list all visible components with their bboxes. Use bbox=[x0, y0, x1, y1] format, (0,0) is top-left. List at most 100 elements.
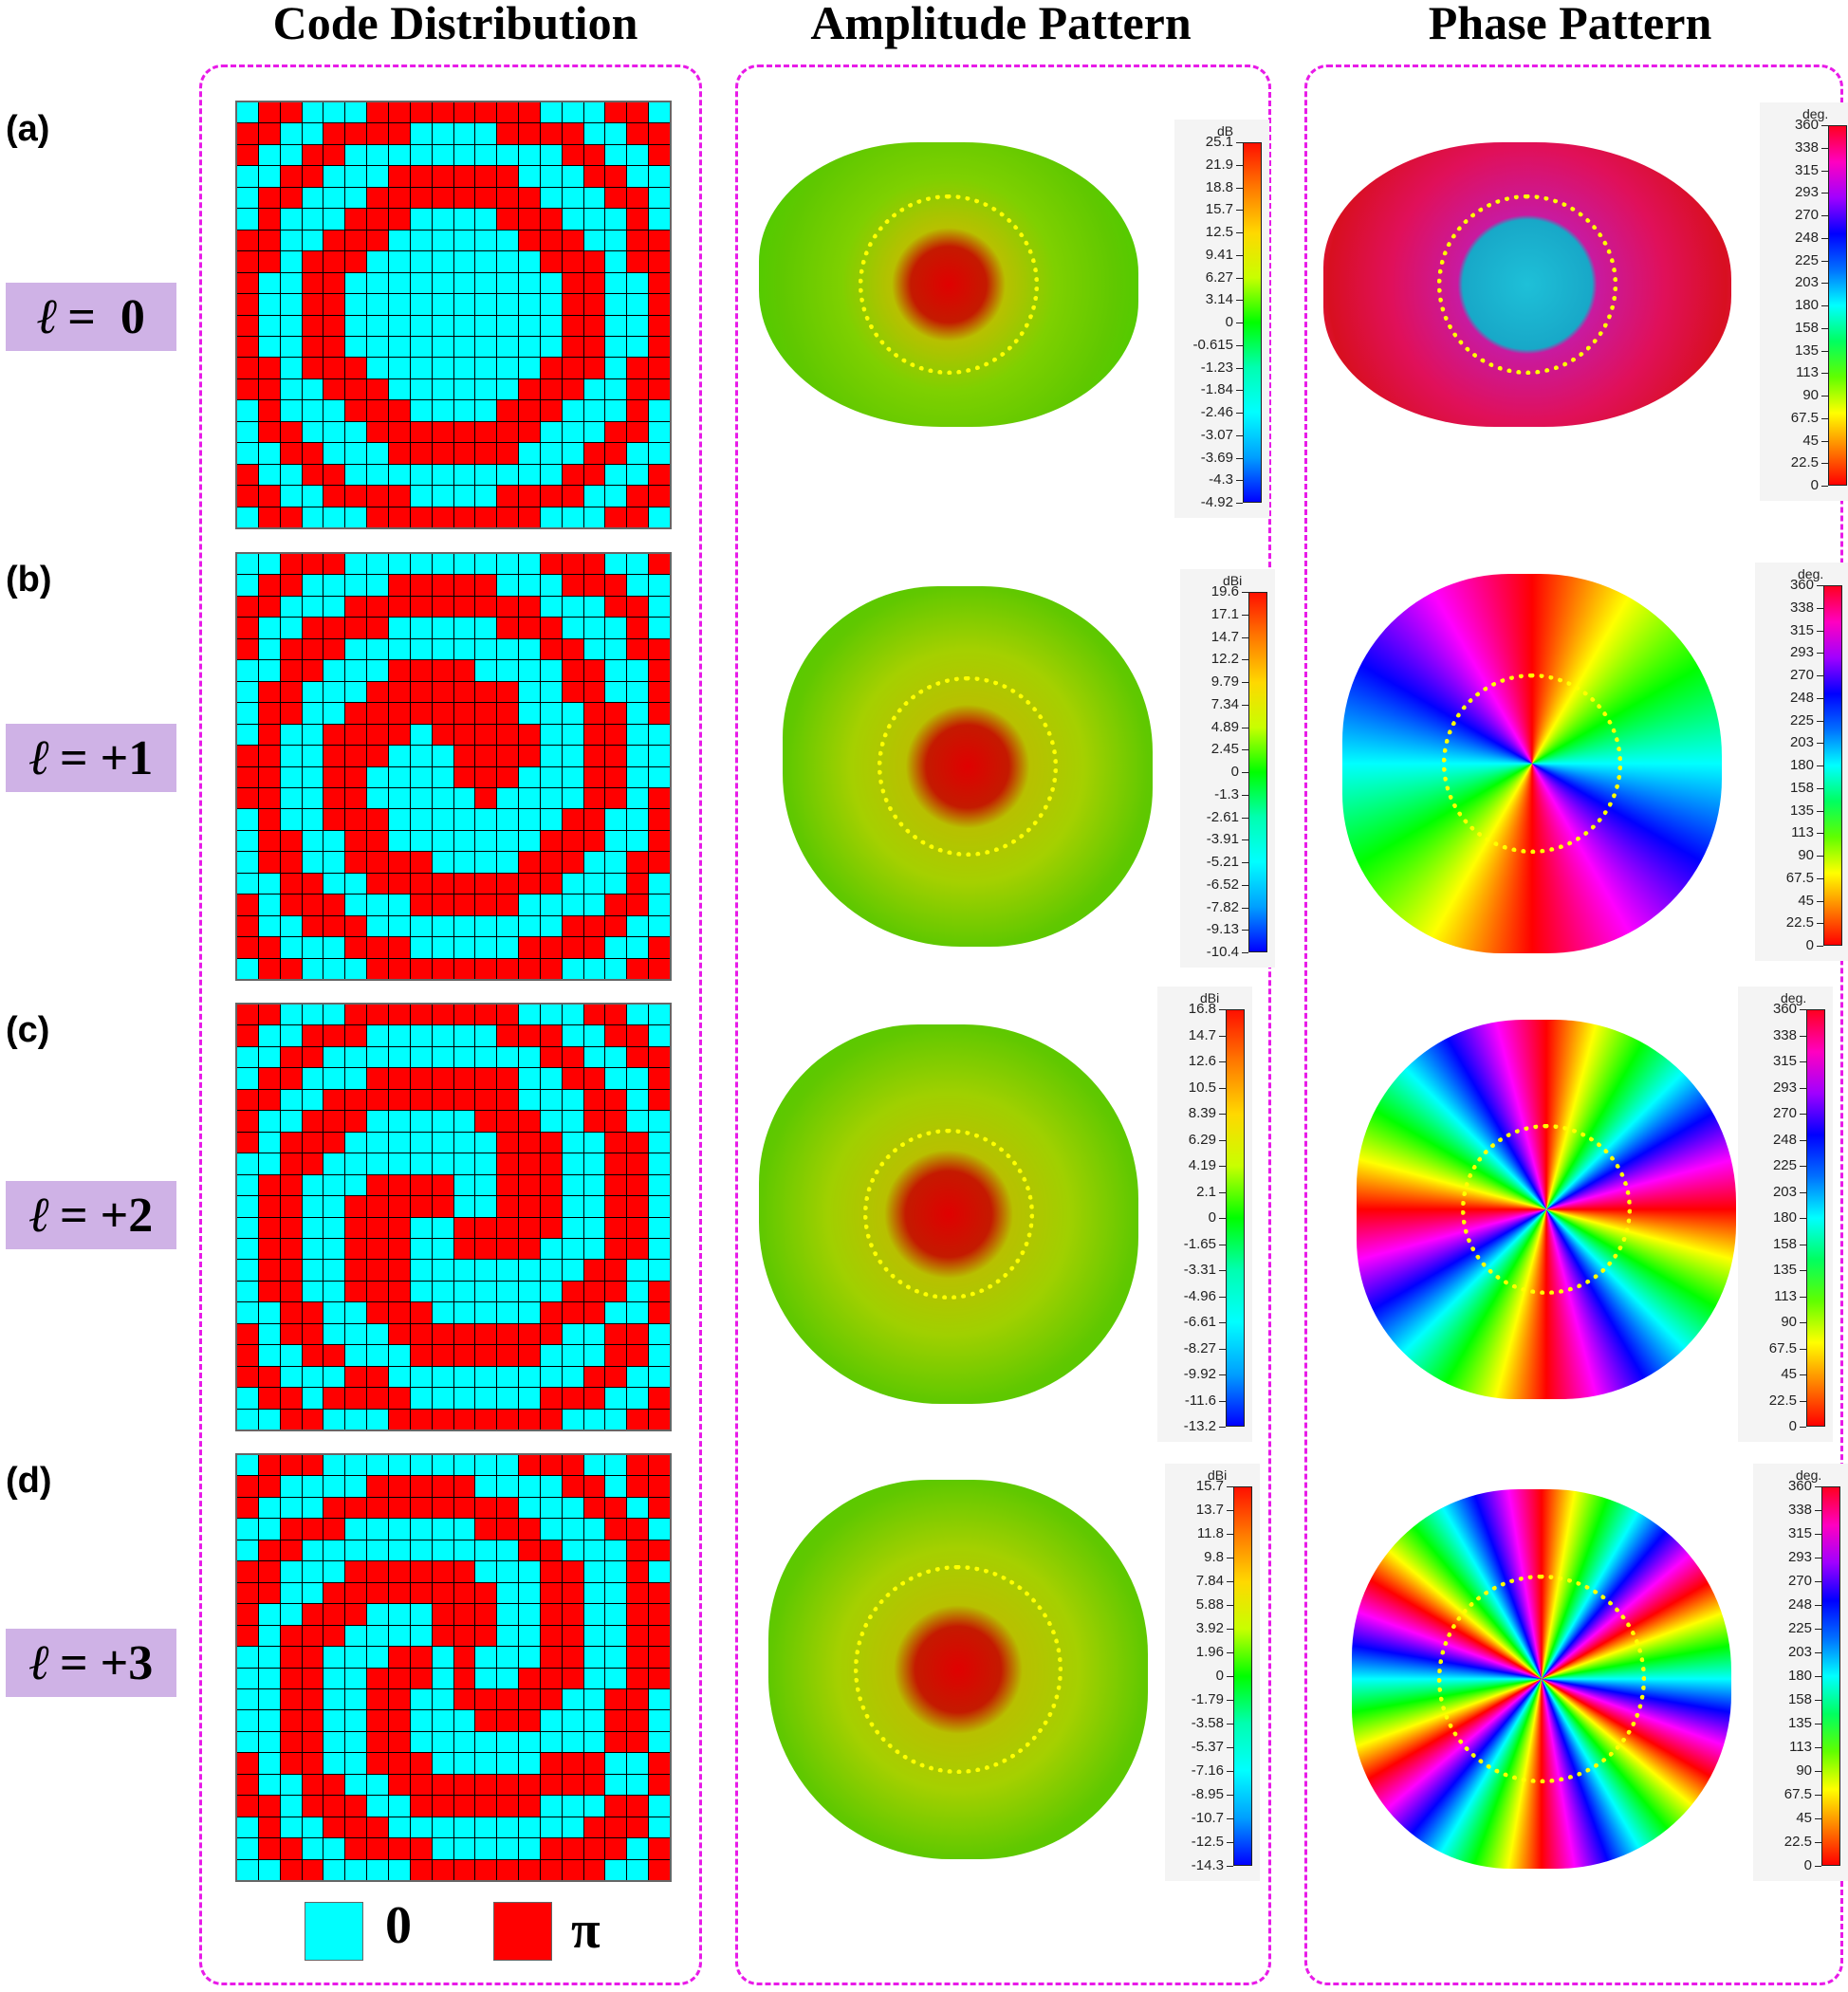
cell-pi bbox=[627, 1345, 649, 1366]
cell-pi bbox=[302, 272, 323, 294]
cell-pi bbox=[345, 787, 367, 809]
colorbar-tick-mark bbox=[1236, 434, 1243, 436]
cell-pi bbox=[497, 703, 519, 724]
cell-pi bbox=[627, 1604, 649, 1625]
colorbar-tick-label: 2.1 bbox=[1196, 1183, 1216, 1200]
cell-zero bbox=[345, 294, 367, 315]
cell-zero bbox=[497, 1731, 519, 1753]
cell-pi bbox=[280, 1281, 302, 1302]
cell-pi bbox=[258, 230, 280, 251]
cell-zero bbox=[605, 1302, 627, 1323]
cell-pi bbox=[388, 1260, 410, 1281]
cell-zero bbox=[410, 1540, 432, 1561]
cell-zero bbox=[562, 1260, 583, 1281]
colorbar-tick-mark bbox=[1817, 765, 1823, 766]
main-lobe-ring bbox=[1437, 1575, 1646, 1783]
cell-pi bbox=[410, 1174, 432, 1196]
cell-pi bbox=[410, 1838, 432, 1859]
cell-zero bbox=[453, 1174, 475, 1196]
cell-zero bbox=[410, 618, 432, 638]
cell-pi bbox=[627, 1519, 649, 1540]
colorbar-tick-mark bbox=[1817, 810, 1823, 812]
colorbar-tick-mark bbox=[1815, 1747, 1821, 1748]
cell-pi bbox=[258, 1174, 280, 1196]
colorbar-tick-mark bbox=[1800, 1348, 1806, 1350]
colorbar-tick-label: 293 bbox=[1787, 1549, 1812, 1565]
cell-pi bbox=[562, 1753, 583, 1774]
legend-swatch-zero bbox=[305, 1902, 363, 1961]
cell-pi bbox=[323, 358, 345, 378]
cell-zero bbox=[302, 681, 323, 703]
cell-zero bbox=[583, 638, 605, 660]
cell-zero bbox=[323, 1302, 345, 1323]
cell-zero bbox=[280, 1796, 302, 1817]
cell-pi bbox=[540, 1174, 562, 1196]
cell-pi bbox=[627, 251, 649, 272]
cell-pi bbox=[432, 596, 453, 618]
colorbar-tick-label: 203 bbox=[1787, 1644, 1812, 1660]
cell-pi bbox=[258, 958, 280, 979]
cell-zero bbox=[605, 464, 627, 486]
cell-zero bbox=[605, 1753, 627, 1774]
cell-pi bbox=[583, 575, 605, 596]
cell-pi bbox=[410, 1497, 432, 1519]
colorbar-tick-mark bbox=[1817, 900, 1823, 902]
cell-pi bbox=[605, 443, 627, 464]
cell-zero bbox=[237, 1540, 258, 1561]
colorbar-tick-label: 9.41 bbox=[1205, 246, 1233, 263]
legend-label-pi: π bbox=[571, 1901, 601, 1960]
colorbar-tick-mark bbox=[1817, 833, 1823, 835]
cell-pi bbox=[237, 1111, 258, 1132]
cell-zero bbox=[323, 1153, 345, 1174]
cell-zero bbox=[453, 358, 475, 378]
cell-zero bbox=[649, 1111, 670, 1132]
cell-pi bbox=[280, 873, 302, 895]
cell-zero bbox=[345, 1476, 367, 1497]
cell-pi bbox=[475, 1111, 497, 1132]
cell-pi bbox=[367, 1281, 388, 1302]
cell-zero bbox=[453, 1260, 475, 1281]
cell-pi bbox=[519, 1710, 540, 1731]
cell-zero bbox=[627, 1366, 649, 1388]
colorbar-tick-label: 22.5 bbox=[1790, 454, 1819, 471]
cell-pi bbox=[649, 272, 670, 294]
cell-pi bbox=[497, 507, 519, 527]
cell-zero bbox=[302, 766, 323, 787]
colorbar-tick-label: -14.3 bbox=[1191, 1857, 1224, 1873]
cell-zero bbox=[475, 1281, 497, 1302]
cell-pi bbox=[432, 1005, 453, 1025]
cell-pi bbox=[367, 1196, 388, 1217]
cell-zero bbox=[367, 1323, 388, 1345]
cell-pi bbox=[519, 1859, 540, 1880]
colorbar-tick-label: 8.39 bbox=[1188, 1105, 1216, 1121]
colorbar-gradient bbox=[1233, 1486, 1252, 1866]
cell-pi bbox=[367, 618, 388, 638]
colorbar-tick-mark bbox=[1236, 187, 1243, 189]
colorbar-tick-label: -3.31 bbox=[1183, 1262, 1216, 1278]
phase-pattern-panel bbox=[1304, 65, 1843, 1985]
cell-zero bbox=[649, 166, 670, 187]
cell-zero bbox=[605, 1388, 627, 1409]
cell-pi bbox=[367, 809, 388, 830]
cell-zero bbox=[453, 638, 475, 660]
cell-pi bbox=[562, 315, 583, 336]
cell-pi bbox=[258, 358, 280, 378]
cell-pi bbox=[453, 1561, 475, 1582]
ell-symbol: ℓ bbox=[28, 1188, 50, 1243]
colorbar-tick-label: 338 bbox=[1787, 1502, 1812, 1518]
cell-zero bbox=[323, 1753, 345, 1774]
cell-pi bbox=[627, 1046, 649, 1068]
cell-pi bbox=[367, 1238, 388, 1260]
cell-zero bbox=[258, 294, 280, 315]
colorbar-tick-label: 113 bbox=[1774, 1287, 1797, 1304]
colorbar-tick-label: 3.14 bbox=[1205, 291, 1233, 308]
cell-zero bbox=[280, 123, 302, 144]
cell-zero bbox=[345, 102, 367, 123]
cell-zero bbox=[237, 1688, 258, 1710]
cell-zero bbox=[453, 251, 475, 272]
cell-pi bbox=[388, 852, 410, 873]
cell-pi bbox=[605, 187, 627, 209]
cell-pi bbox=[410, 1476, 432, 1497]
cell-zero bbox=[388, 1366, 410, 1388]
cell-pi bbox=[432, 102, 453, 123]
